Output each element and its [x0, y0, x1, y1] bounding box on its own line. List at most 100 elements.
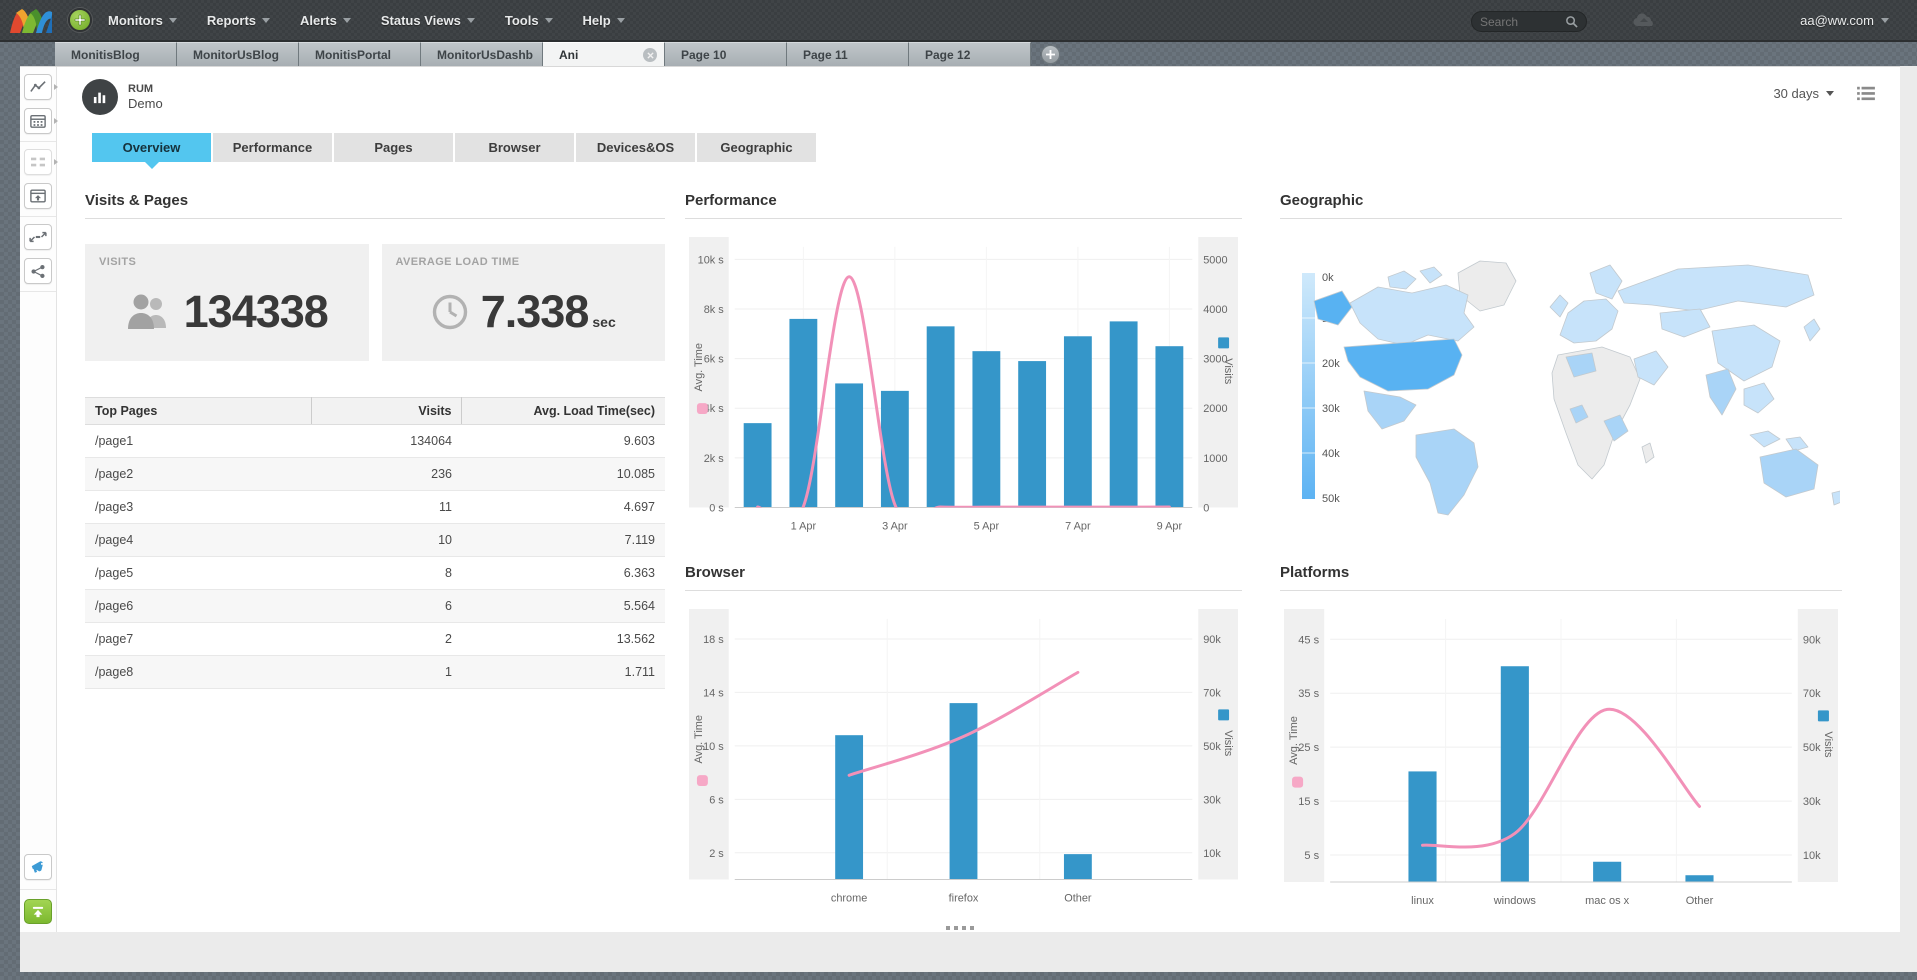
section-title: Visits & Pages — [85, 192, 665, 219]
fullscreen-button[interactable] — [24, 224, 52, 250]
tab-ani-active[interactable]: Ani — [543, 42, 665, 66]
tab-performance[interactable]: Performance — [213, 133, 332, 162]
svg-text:50k: 50k — [1803, 742, 1821, 754]
page-cell: /page6 — [85, 589, 312, 623]
tab-monitisportal[interactable]: MonitisPortal — [299, 42, 421, 66]
table-row: /page3 11 4.697 — [85, 490, 665, 524]
monitis-logo[interactable] — [0, 0, 62, 41]
section-title: Geographic — [1280, 192, 1842, 219]
svg-text:chrome: chrome — [831, 892, 867, 904]
load-cell: 6.363 — [461, 556, 665, 590]
visits-value-row: 134338 — [99, 286, 355, 338]
scale-tick: 0k — [1322, 272, 1334, 284]
visits-cell: 134064 — [311, 424, 462, 458]
search-input[interactable] — [1480, 14, 1565, 29]
map-region-east-africa — [1603, 414, 1629, 442]
tab-geographic[interactable]: Geographic — [697, 133, 816, 162]
map-region-new-zealand — [1831, 490, 1845, 506]
tab-monitorusdashb[interactable]: MonitorUsDashb — [421, 42, 543, 66]
close-icon[interactable] — [643, 48, 657, 62]
search-icon[interactable] — [1565, 15, 1578, 28]
publish-button[interactable] — [24, 899, 52, 924]
tab-overview[interactable]: Overview — [92, 133, 211, 169]
svg-text:firefox: firefox — [949, 892, 979, 904]
add-monitor-button[interactable] — [68, 8, 92, 32]
tab-monitorusblog[interactable]: MonitorUsBlog — [177, 42, 299, 66]
svg-text:0 s: 0 s — [709, 502, 724, 514]
visits-cell: 1 — [311, 655, 462, 689]
map-region-central-asia — [1659, 308, 1711, 338]
plus-icon — [1046, 50, 1055, 59]
scale-tick: 40k — [1322, 448, 1340, 460]
map-region-europe — [1559, 298, 1619, 344]
menu-tools[interactable]: Tools — [505, 13, 553, 28]
line-chart-widget-button[interactable] — [24, 74, 58, 100]
sidebar-bottom — [20, 854, 56, 924]
geographic-section: Geographic — [1280, 192, 1845, 564]
chevron-down-icon — [342, 17, 351, 23]
tab-label: MonitorUsDashb — [437, 48, 533, 62]
map-region-russia — [1617, 264, 1815, 312]
tab-page12[interactable]: Page 12 — [909, 42, 1031, 66]
sidebar-group-charts — [20, 67, 58, 142]
section-title: Platforms — [1280, 564, 1842, 591]
resize-handle[interactable] — [946, 926, 974, 930]
user-menu[interactable]: aa@ww.com — [1800, 13, 1889, 28]
menu-alerts[interactable]: Alerts — [300, 13, 351, 28]
svg-text:5 s: 5 s — [1304, 850, 1319, 862]
svg-text:10k s: 10k s — [698, 254, 725, 266]
visits-cell: 8 — [311, 556, 462, 590]
svg-text:50k: 50k — [1203, 741, 1221, 753]
add-tab-button[interactable] — [1041, 45, 1060, 64]
platforms-section: Platforms 5 s 15 s 25 s 35 s 45 s 10k 30k 50k 70… — [1280, 564, 1842, 941]
tab-browser[interactable]: Browser — [455, 133, 574, 162]
calendar-widget-button[interactable] — [24, 108, 58, 134]
visits-value: 134338 — [183, 286, 329, 337]
menu-label: Tools — [504, 12, 539, 28]
tab-label: MonitorUsBlog — [193, 48, 279, 62]
platforms-chart: 5 s 15 s 25 s 35 s 45 s 10k 30k 50k 70k 90k linux w… — [1280, 605, 1842, 941]
tab-label: Page 11 — [803, 48, 848, 62]
map-region-north-africa — [1565, 352, 1597, 378]
load-cell: 7.119 — [461, 523, 665, 557]
svg-text:9 Apr: 9 Apr — [1157, 520, 1183, 532]
performance-chart: 0 s 2k s 4k s 6k s 8k s 10k s 0 1000 2000 3000 400… — [685, 233, 1242, 566]
monitor-name: Demo — [128, 96, 163, 111]
tab-page11[interactable]: Page 11 — [787, 42, 909, 66]
tab-pages[interactable]: Pages — [334, 133, 453, 162]
svg-text:30k: 30k — [1803, 796, 1821, 808]
date-range-dropdown[interactable]: 30 days — [1773, 86, 1834, 101]
chevron-down-icon — [466, 17, 475, 23]
megaphone-icon — [31, 861, 44, 873]
menu-monitors[interactable]: Monitors — [108, 13, 177, 28]
chevron-down-icon — [1826, 90, 1834, 96]
table-row: /page6 6 5.564 — [85, 589, 665, 623]
menu-status-views[interactable]: Status Views — [381, 13, 475, 28]
middle-column: Performance 0 s 2k s 4k s 6k s 8k s 10k s 0 100… — [685, 192, 1242, 938]
svg-text:Avg. Time: Avg. Time — [693, 715, 705, 763]
menu-help[interactable]: Help — [583, 13, 625, 28]
visits-cell: 6 — [311, 589, 462, 623]
menu-reports[interactable]: Reports — [207, 13, 271, 28]
load-cell: 9.603 — [461, 424, 665, 458]
monitor-title: RUM Demo — [128, 83, 163, 111]
feedback-button[interactable] — [24, 854, 52, 880]
search-box — [1471, 11, 1587, 32]
notifications-cloud-icon[interactable] — [1633, 13, 1655, 31]
monitor-header: RUM Demo — [82, 79, 163, 115]
page-cell: /page5 — [85, 556, 312, 590]
widgets-layout-button[interactable] — [24, 149, 58, 175]
svg-text:2k s: 2k s — [704, 453, 725, 465]
report-tabs: Overview Performance Pages Browser Devic… — [92, 133, 816, 169]
list-menu-icon[interactable] — [1856, 85, 1876, 101]
section-title: Performance — [685, 192, 1242, 219]
dashboard-canvas: RUM Demo 30 days Overview Performance Pa… — [20, 66, 1900, 932]
visits-cell: 2 — [311, 622, 462, 656]
tab-page10[interactable]: Page 10 — [665, 42, 787, 66]
export-window-button[interactable] — [24, 183, 52, 209]
page-cell: /page7 — [85, 622, 312, 656]
tab-devices-os[interactable]: Devices&OS — [576, 133, 695, 162]
tab-monitisblog[interactable]: MonitisBlog — [55, 42, 177, 66]
menu-label: Alerts — [300, 12, 337, 28]
share-button[interactable] — [24, 258, 52, 284]
